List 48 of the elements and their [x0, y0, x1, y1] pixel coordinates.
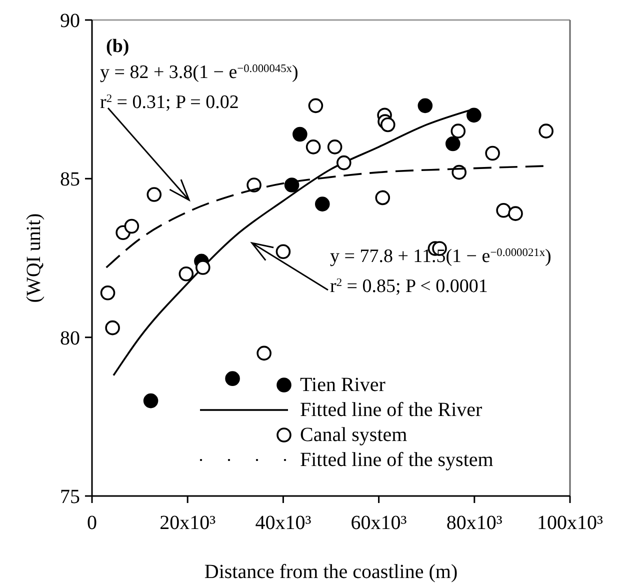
x-tick-label: 80x10³	[446, 512, 502, 534]
point	[466, 108, 482, 123]
point	[485, 146, 500, 161]
x-axis-title: Distance from the coastline (m)	[204, 561, 458, 583]
point	[375, 190, 390, 206]
point	[306, 140, 321, 154]
x-tick-label: 0	[87, 512, 97, 534]
point	[178, 266, 194, 282]
annotation: (b)	[106, 36, 130, 57]
point	[336, 155, 352, 170]
point	[308, 98, 324, 114]
annotation: r$^{2}$ = 0.85; P < 0.0001	[330, 276, 488, 297]
annotation: r$^{2}$ = 0.31; P = 0.02	[100, 92, 239, 113]
y-axis-title: (WQI unit)	[23, 213, 45, 303]
point	[450, 124, 466, 138]
point	[292, 126, 308, 142]
point	[276, 244, 291, 260]
point	[256, 346, 272, 361]
point	[143, 393, 158, 408]
point	[327, 140, 342, 154]
y-tick-label: 75	[60, 486, 80, 508]
point	[380, 117, 396, 132]
point	[195, 260, 210, 275]
legend-label: Fitted line of the River	[300, 399, 483, 421]
annotation: y = 77.8 + 11.5(1 − e$^{−0.000021x}$)	[330, 246, 552, 267]
point	[100, 286, 116, 300]
y-tick-label: 90	[60, 10, 80, 32]
y-tick-label: 85	[60, 168, 80, 191]
point	[496, 203, 511, 218]
point	[508, 206, 523, 221]
legend-label: Fitted line of the system	[300, 449, 494, 471]
x-tick-label: 40x10³	[255, 512, 312, 534]
legend-label: Tien River	[300, 374, 386, 396]
point	[146, 187, 162, 202]
point	[225, 371, 240, 386]
annotation: y = 82 + 3.8(1 − e$^{−0.000045x}$)	[100, 62, 298, 83]
point	[284, 178, 300, 192]
point	[124, 218, 140, 234]
legend-label: Canal system	[300, 424, 408, 446]
x-tick-label: 20x10³	[160, 512, 216, 534]
point	[314, 196, 330, 212]
y-tick-label: 80	[60, 327, 80, 350]
point	[445, 136, 460, 152]
point	[538, 124, 554, 138]
x-tick-label: 60x10³	[350, 512, 407, 534]
point	[105, 320, 120, 336]
x-tick-label: 100x10³	[537, 512, 603, 534]
point	[418, 98, 433, 114]
